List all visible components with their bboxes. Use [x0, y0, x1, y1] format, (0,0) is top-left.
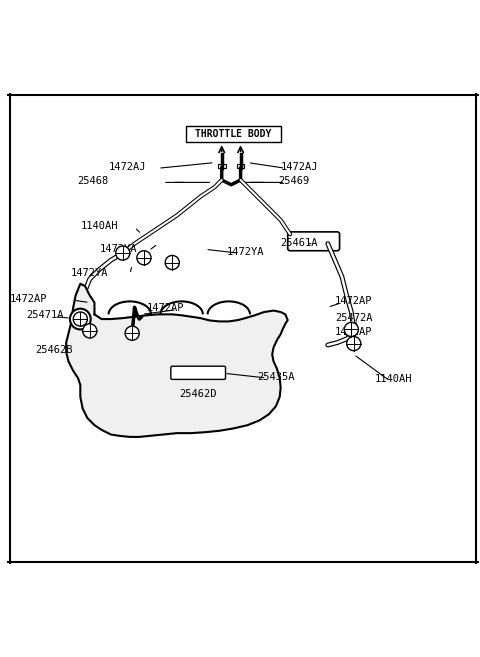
Text: 1472YA: 1472YA: [71, 268, 108, 278]
Text: 25468: 25468: [77, 177, 108, 187]
Text: 25461A: 25461A: [281, 238, 318, 248]
FancyBboxPatch shape: [288, 232, 339, 251]
Text: 1140AH: 1140AH: [375, 374, 412, 384]
Text: 25462D: 25462D: [180, 388, 217, 399]
Text: 1472AP: 1472AP: [335, 296, 372, 306]
Text: THROTTLE BODY: THROTTLE BODY: [195, 129, 272, 139]
Text: 1472AP: 1472AP: [335, 327, 372, 337]
Text: 25435A: 25435A: [257, 372, 295, 382]
Circle shape: [116, 246, 130, 260]
Text: 25462B: 25462B: [36, 345, 73, 355]
Text: 1472YA: 1472YA: [227, 247, 264, 257]
Text: 1140AH: 1140AH: [81, 221, 118, 231]
Bar: [218, 164, 226, 168]
Circle shape: [83, 324, 97, 338]
Text: 1472AJ: 1472AJ: [109, 162, 146, 172]
Text: 1472AP: 1472AP: [10, 294, 48, 304]
Circle shape: [137, 251, 151, 265]
Text: 25472A: 25472A: [335, 313, 372, 323]
Circle shape: [125, 326, 139, 340]
Circle shape: [165, 256, 180, 269]
Text: 1472AP: 1472AP: [146, 304, 184, 313]
FancyBboxPatch shape: [186, 126, 281, 143]
Text: 25471A: 25471A: [26, 310, 64, 321]
Text: 25469: 25469: [278, 177, 310, 187]
Circle shape: [70, 309, 91, 329]
Circle shape: [73, 312, 87, 326]
Text: 1472YA: 1472YA: [99, 244, 137, 254]
Polygon shape: [66, 284, 288, 437]
Circle shape: [344, 323, 359, 336]
Text: 1472AJ: 1472AJ: [281, 162, 318, 172]
FancyBboxPatch shape: [171, 366, 226, 379]
Circle shape: [347, 336, 361, 351]
Bar: [237, 164, 244, 168]
